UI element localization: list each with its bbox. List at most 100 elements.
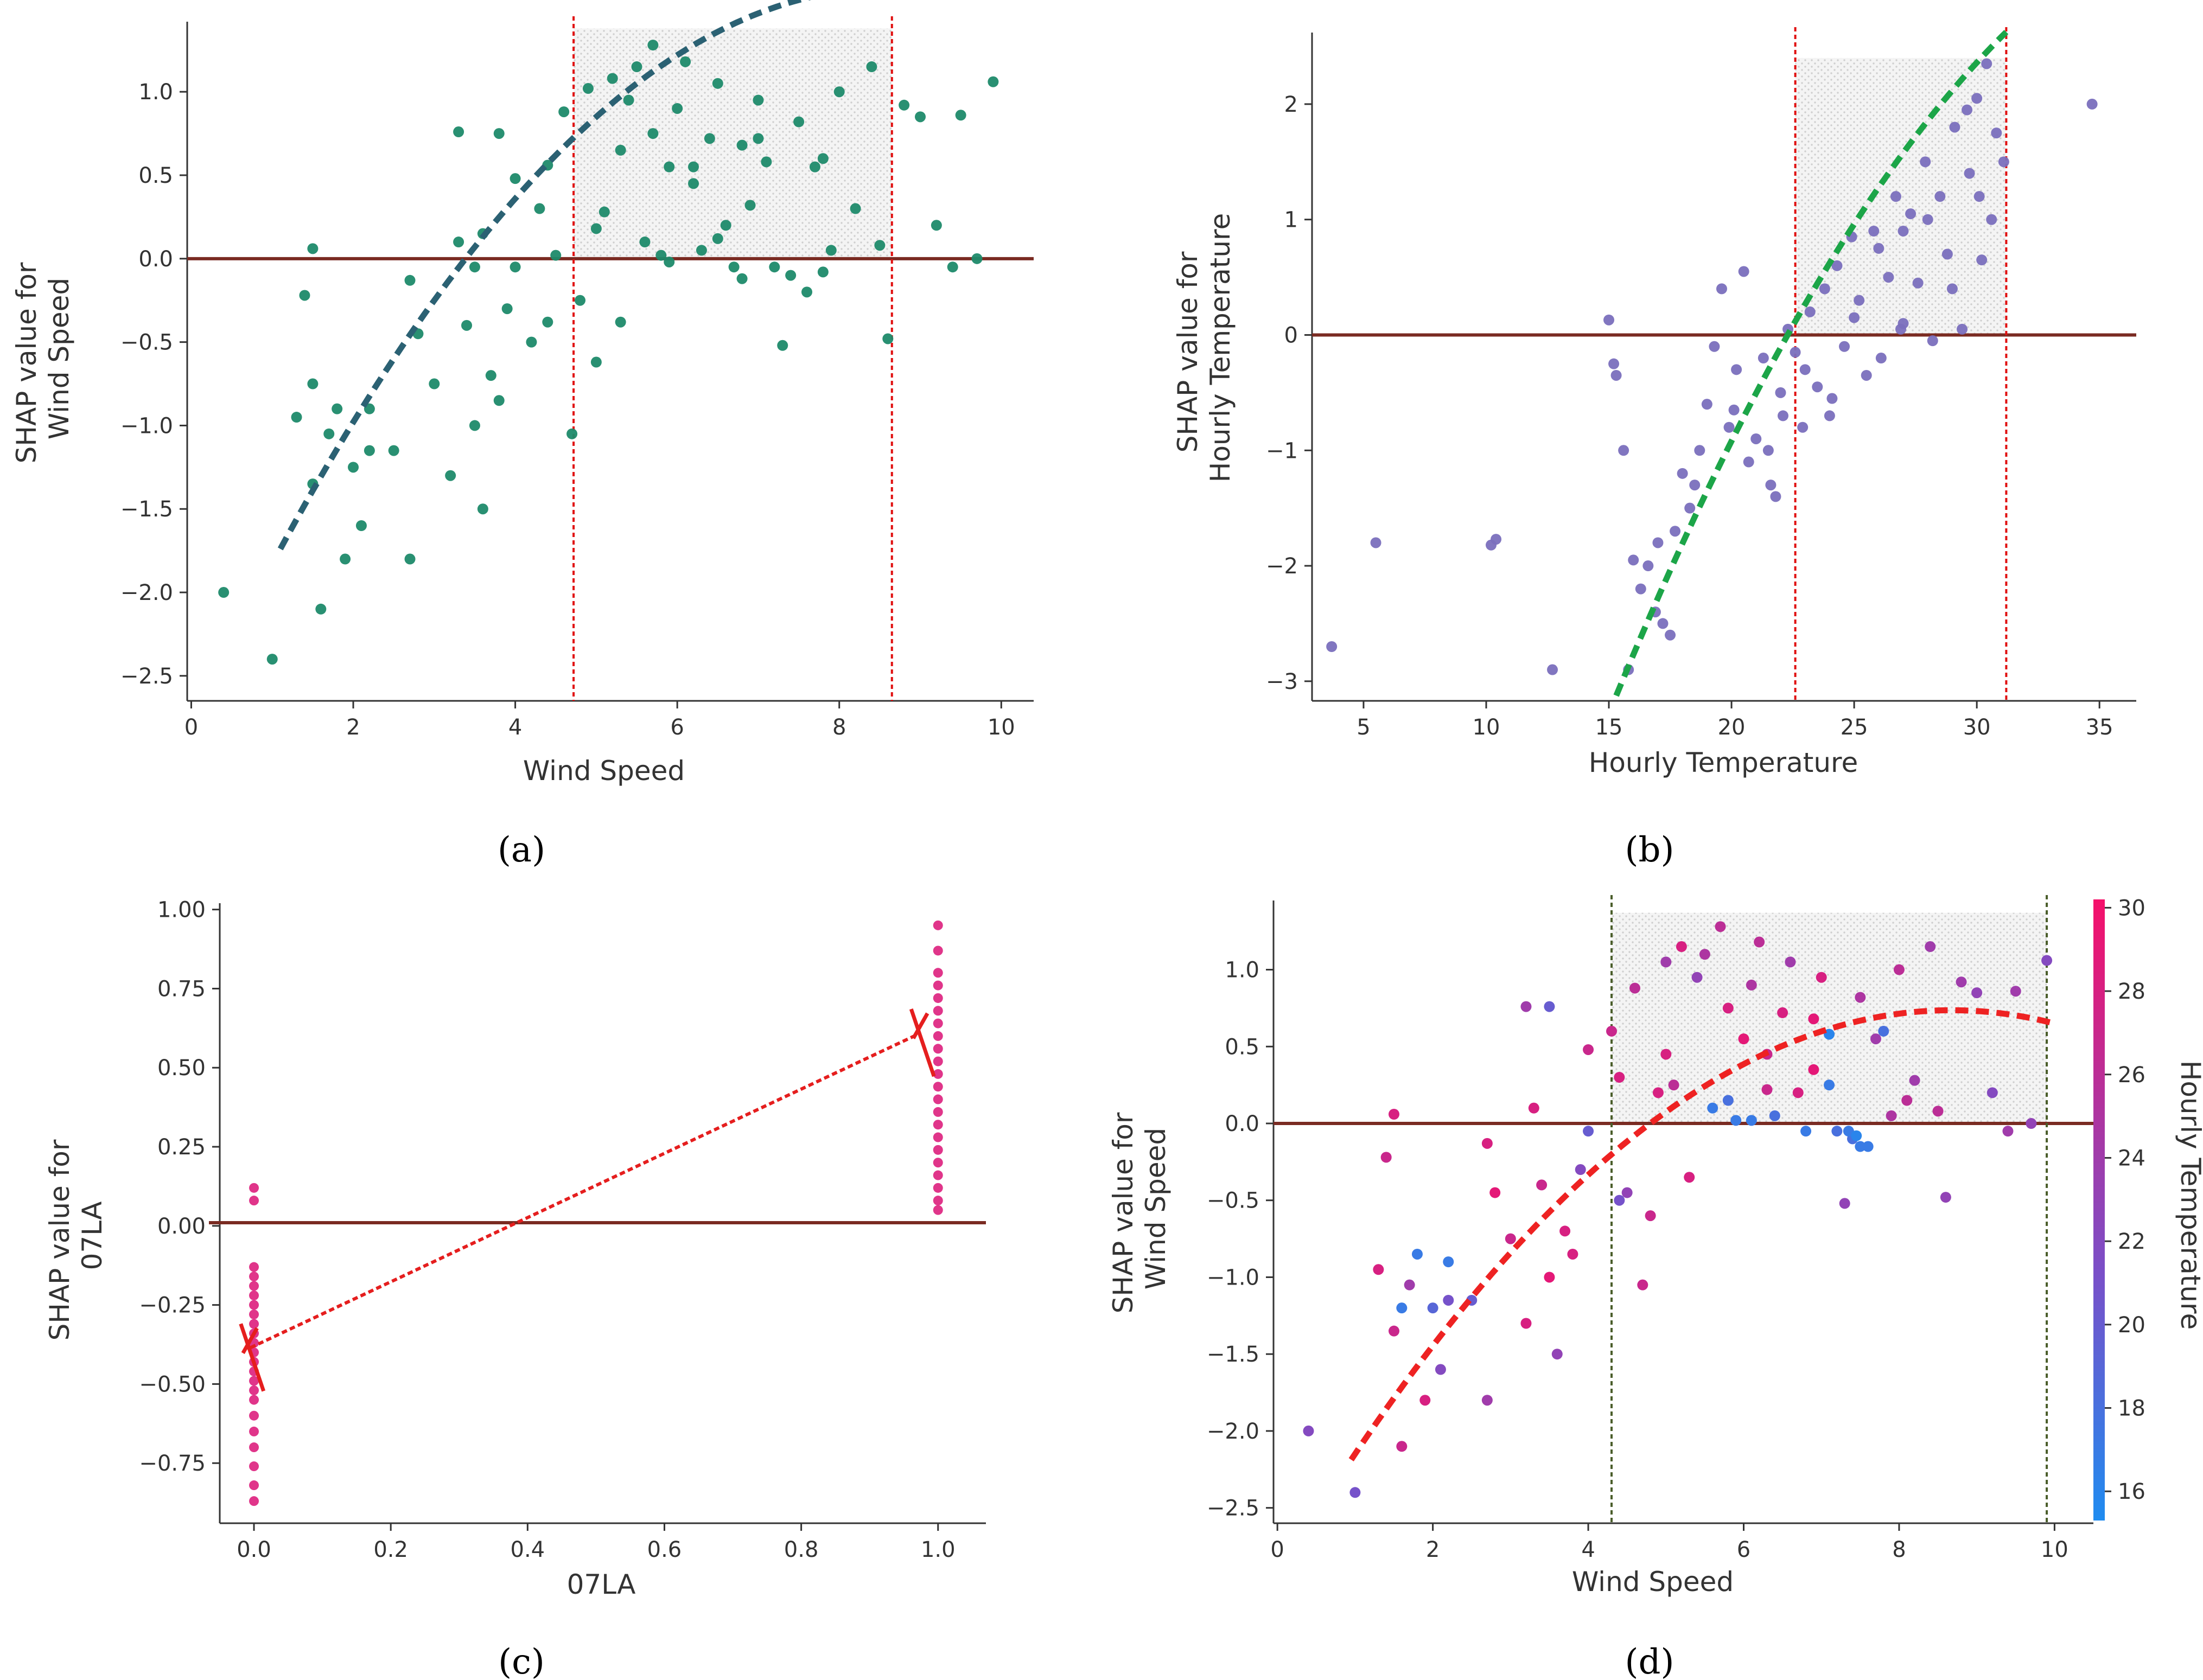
scatter-point [736,139,748,151]
scatter-point [1481,1395,1493,1406]
scatter-point [249,1300,259,1310]
scatter-point [1603,314,1615,325]
scatter-point [1743,456,1754,468]
scatter-point [933,1183,943,1193]
scatter-point [1873,242,1884,254]
connecting-line [250,1031,922,1350]
colorbar-tick-label: 30 [2118,896,2145,921]
colorbar-tick-label: 18 [2118,1396,2145,1421]
scatter-point [1778,410,1788,421]
scatter-point [1890,191,1901,202]
scatter-point [249,1272,259,1282]
scatter-point [850,203,861,214]
y-tick-label: −2 [1266,554,1298,579]
scatter-point [1637,1279,1648,1291]
y-tick-label: −2.5 [120,664,173,689]
chart-a-trend [277,0,812,551]
x-tick-label: 2 [1426,1537,1440,1562]
scatter-point [1559,1225,1571,1237]
trend-curve [277,0,812,551]
scatter-point [1824,1079,1835,1091]
scatter-point [249,1319,259,1329]
scatter-point [817,153,829,164]
x-marker-1-cross [241,1327,259,1355]
scatter-point [882,333,894,344]
scatter-point [1895,323,1906,335]
scatter-point [1684,1172,1695,1183]
scatter-point [1677,468,1688,479]
chart-c-ylabel-line1: SHAP value for [44,1139,75,1340]
scatter-point [453,126,464,138]
scatter-point [1635,583,1646,595]
y-tick-label: −0.50 [139,1372,206,1397]
chart-b-panel-label: (b) [1625,830,1674,870]
scatter-point [2010,986,2021,997]
scatter-point [1971,987,1983,999]
x-tick-label: 0 [184,715,198,740]
scatter-point [1575,1164,1586,1176]
scatter-point [785,270,797,281]
scatter-point [1443,1256,1454,1268]
x-tick-label: 0 [1270,1537,1284,1562]
colorbar-gradient [2093,899,2105,1521]
y-tick-label: −0.25 [139,1293,206,1318]
scatter-point [249,1496,259,1506]
x-tick-label: 15 [1595,715,1623,740]
scatter-point [526,336,537,348]
scatter-point [1925,941,1936,953]
scatter-point [1808,1013,1819,1025]
scatter-point [249,1196,259,1206]
scatter-point [1657,618,1669,629]
scatter-point [1606,1025,1618,1037]
colorbar-ticks: 16 18 20 22 24 26 28 30 [2105,896,2145,1504]
y-tick-label: −3 [1266,669,1298,694]
scatter-point [1629,982,1640,994]
x-tick-label: 8 [832,715,846,740]
scatter-point [1730,1115,1742,1126]
scatter-point [1868,225,1880,237]
scatter-point [1777,1007,1788,1018]
scatter-point [1808,1064,1819,1075]
scatter-point [1689,480,1701,491]
scatter-point [931,220,942,231]
x-tick-label: 0.2 [373,1537,408,1562]
scatter-point [218,587,230,598]
y-tick-label: 1.0 [1225,958,1259,983]
scatter-point [801,286,813,298]
scatter-point [933,1069,943,1079]
chart-a-ylabel: SHAP value for Wind Speed [11,254,75,464]
chart-c-connecting-line [239,1008,936,1392]
scatter-point [1583,1044,1594,1055]
chart-a-panel-label: (a) [498,830,545,870]
scatter-point [809,161,820,173]
scatter-point [1893,964,1905,975]
scatter-point [501,303,513,315]
scatter-point [1816,972,1827,983]
scatter-point [1765,480,1777,491]
scatter-point [623,94,634,106]
scatter-point [1411,1248,1423,1260]
x-marker-1 [239,1323,266,1392]
scatter-point [1898,225,1909,237]
y-tick-label: 0.5 [138,163,173,188]
chart-a-x-ticks: 0 2 4 6 8 10 [184,701,1015,740]
scatter-point [1998,156,2009,168]
chart-c-panel-label: (c) [498,1642,545,1680]
scatter-point [933,1145,943,1155]
chart-d-panel-label: (d) [1625,1642,1674,1680]
scatter-point [453,237,464,248]
y-tick-label: −1.0 [1207,1265,1259,1290]
scatter-point [1670,526,1681,537]
y-tick-label: −1.0 [120,413,173,438]
y-tick-label: 0.00 [157,1214,206,1239]
scatter-point [348,462,359,473]
scatter-point [1831,1126,1843,1137]
scatter-point [1660,956,1672,968]
scatter-point [1419,1395,1431,1406]
scatter-point [1567,1248,1578,1260]
scatter-point [1901,1095,1913,1106]
scatter-point [680,56,691,67]
scatter-point [933,1094,943,1104]
scatter-point [1986,214,1997,225]
scatter-point [1520,1001,1532,1012]
